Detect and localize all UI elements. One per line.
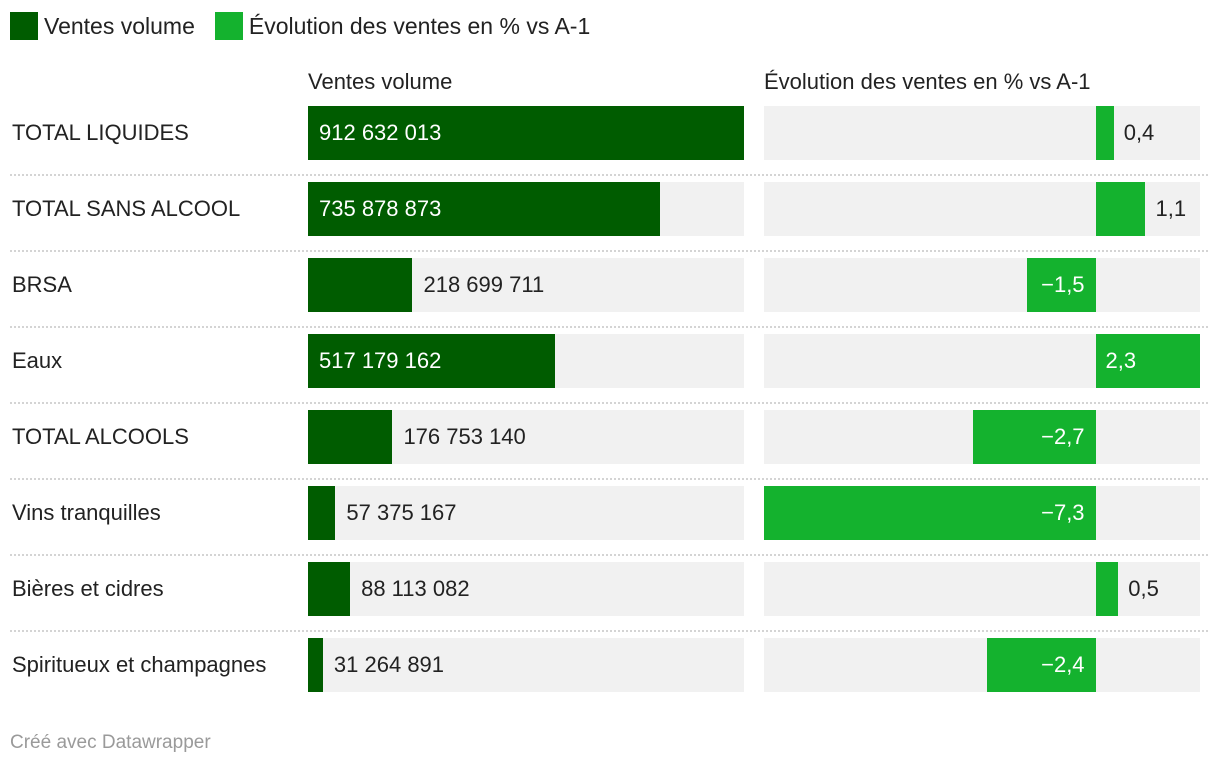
legend-item-evolution: Évolution des ventes en % vs A-1 bbox=[214, 12, 591, 40]
evolution-bar bbox=[972, 410, 1096, 464]
volume-track: 31 264 891 bbox=[308, 638, 744, 692]
evolution-value-label: 1,1 bbox=[1155, 196, 1187, 221]
category-label: Eaux bbox=[12, 348, 63, 373]
legend-item-volume: Ventes volume bbox=[10, 12, 195, 40]
volume-track: 912 632 013 bbox=[308, 106, 744, 160]
legend: Ventes volume Évolution des ventes en % … bbox=[10, 10, 610, 42]
volume-value-label: 57 375 167 bbox=[346, 500, 457, 525]
evolution-track: −2,7 bbox=[764, 410, 1200, 464]
column-header-evolution: Évolution des ventes en % vs A-1 bbox=[764, 69, 1091, 94]
evolution-value-label: 0,4 bbox=[1123, 120, 1155, 145]
chart-row: Eaux 517 179 162 2,3 bbox=[0, 326, 1220, 402]
volume-value-label: 912 632 013 bbox=[319, 120, 442, 145]
column-header-volume: Ventes volume bbox=[308, 69, 453, 94]
evolution-value-label: −2,7 bbox=[1041, 424, 1085, 449]
chart-row: Bières et cidres 88 113 082 0,5 bbox=[0, 554, 1220, 630]
evolution-track: −7,3 bbox=[764, 486, 1200, 540]
volume-track: 57 375 167 bbox=[308, 486, 744, 540]
volume-bar bbox=[308, 334, 556, 388]
category-label: Spiritueux et champagnes bbox=[12, 652, 267, 677]
chart-row: Spiritueux et champagnes 31 264 891 −2,4 bbox=[0, 630, 1220, 706]
evolution-bar bbox=[1027, 258, 1096, 312]
volume-bar bbox=[308, 410, 393, 464]
evolution-bar bbox=[986, 638, 1096, 692]
volume-value-label: 218 699 711 bbox=[423, 272, 545, 297]
volume-value-label: 735 878 873 bbox=[319, 196, 442, 221]
evolution-bar bbox=[1095, 562, 1119, 616]
evolution-track: 2,3 bbox=[764, 334, 1200, 388]
volume-value-label: 176 753 140 bbox=[403, 424, 526, 449]
category-label: Bières et cidres bbox=[12, 576, 164, 601]
evolution-bar bbox=[1095, 106, 1114, 160]
chart-row: TOTAL LIQUIDES 912 632 013 0,4 bbox=[0, 98, 1220, 174]
chart-rows: TOTAL LIQUIDES 912 632 013 0,4 TOTAL SANS A… bbox=[0, 98, 1220, 706]
legend-swatch-volume bbox=[10, 12, 38, 40]
evolution-bar bbox=[1095, 334, 1200, 388]
volume-track: 735 878 873 bbox=[308, 182, 744, 236]
evolution-value-label: 2,3 bbox=[1105, 348, 1137, 373]
volume-bar bbox=[308, 486, 336, 540]
evolution-track: −1,5 bbox=[764, 258, 1200, 312]
evolution-value-label: 0,5 bbox=[1128, 576, 1159, 601]
evolution-bar bbox=[764, 486, 1096, 540]
category-label: TOTAL ALCOOLS bbox=[12, 424, 189, 449]
evolution-value-label: −2,4 bbox=[1041, 652, 1085, 677]
category-label: TOTAL SANS ALCOOL bbox=[12, 196, 241, 221]
evolution-track: 0,4 bbox=[764, 106, 1200, 160]
legend-label-evolution: Évolution des ventes en % vs A-1 bbox=[248, 12, 591, 39]
evolution-track: 1,1 bbox=[764, 182, 1200, 236]
volume-track: 88 113 082 bbox=[308, 562, 744, 616]
volume-bar bbox=[308, 638, 323, 692]
category-label: BRSA bbox=[12, 272, 72, 297]
legend-swatch-evolution bbox=[214, 12, 243, 40]
evolution-track: 0,5 bbox=[764, 562, 1200, 616]
chart-row: Vins tranquilles 57 375 167 −7,3 bbox=[0, 478, 1220, 554]
volume-track: 176 753 140 bbox=[308, 410, 744, 464]
volume-value-label: 31 264 891 bbox=[333, 652, 445, 677]
evolution-value-label: −1,5 bbox=[1041, 272, 1085, 297]
volume-value-label: 88 113 082 bbox=[361, 576, 470, 601]
evolution-bar bbox=[1095, 182, 1146, 236]
footer-credit: Créé avec Datawrapper bbox=[10, 732, 211, 753]
volume-bar bbox=[308, 182, 660, 236]
volume-bar bbox=[308, 258, 413, 312]
evolution-track: −2,4 bbox=[764, 638, 1200, 692]
category-label: Vins tranquilles bbox=[12, 500, 161, 525]
volume-track: 517 179 162 bbox=[308, 334, 744, 388]
chart-row: TOTAL SANS ALCOOL 735 878 873 1,1 bbox=[0, 174, 1220, 250]
category-label: TOTAL LIQUIDES bbox=[12, 120, 189, 145]
volume-bar bbox=[308, 106, 744, 160]
chart-row: TOTAL ALCOOLS 176 753 140 −2,7 bbox=[0, 402, 1220, 478]
volume-value-label: 517 179 162 bbox=[319, 348, 442, 373]
volume-bar bbox=[308, 562, 351, 616]
chart-row: BRSA 218 699 711 −1,5 bbox=[0, 250, 1220, 326]
legend-label-volume: Ventes volume bbox=[44, 12, 195, 39]
evolution-value-label: −7,3 bbox=[1041, 500, 1085, 525]
volume-track: 218 699 711 bbox=[308, 258, 744, 312]
